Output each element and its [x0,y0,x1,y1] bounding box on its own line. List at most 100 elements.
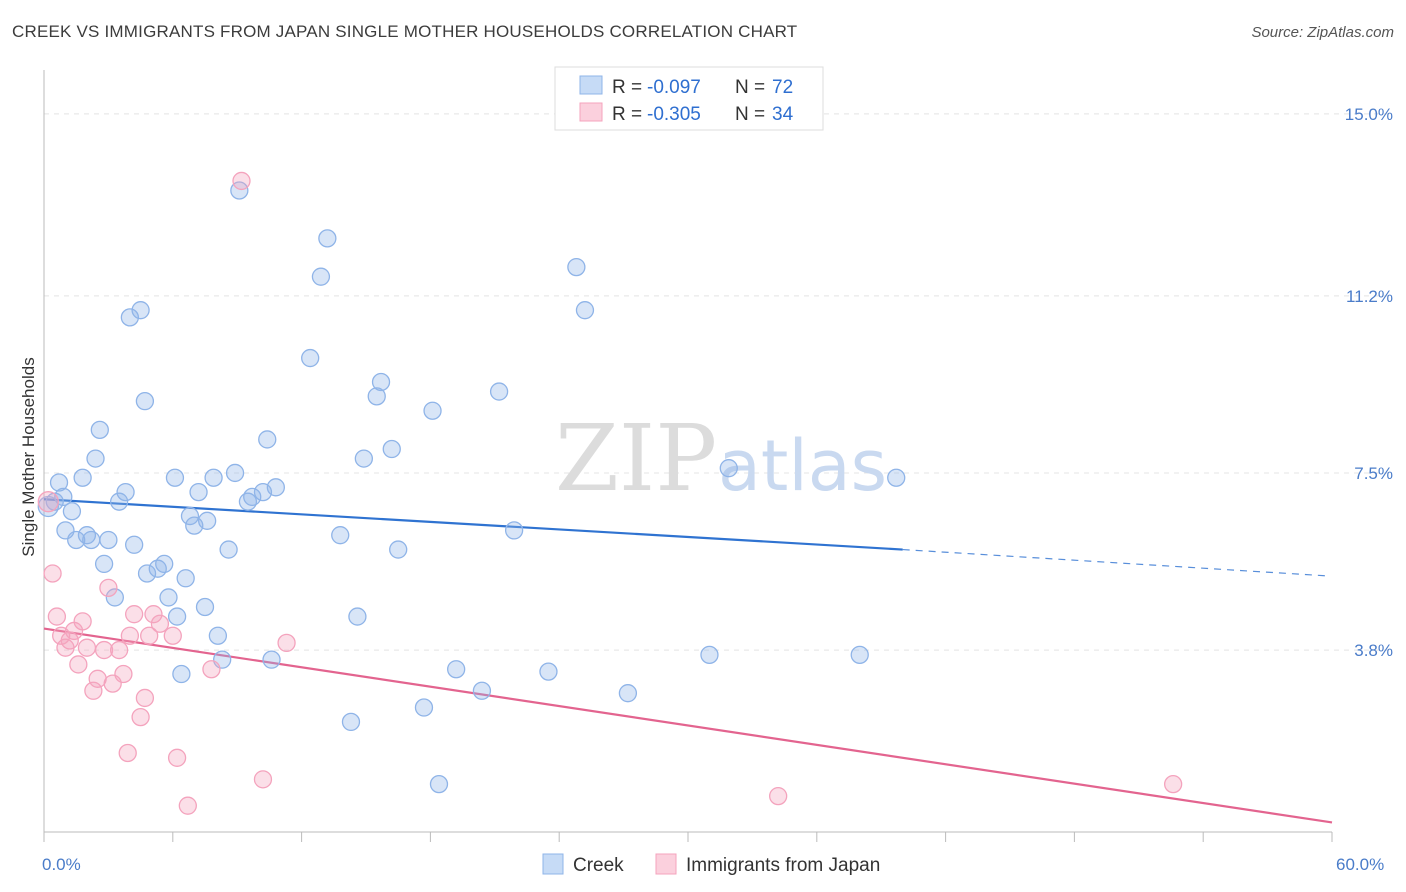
japan-point-33 [1163,774,1183,794]
creek-point-17 [120,308,140,327]
creek-point-19 [131,301,150,320]
japan-point-7 [69,655,88,674]
creek-point-23 [155,554,174,574]
japan-point-30 [253,770,273,789]
japan-point-18 [120,626,140,645]
creek-point-32 [195,597,215,617]
creek-point-45 [266,478,285,497]
creek-point-53 [367,387,386,406]
creek-point-14 [105,588,124,607]
creek-point-31 [189,482,208,502]
creek-point-21 [137,564,157,583]
legend-r-label-japan: R = [612,104,642,125]
creek-point-61 [472,681,492,700]
y-axis-title: Single Mother Households [19,357,38,556]
legend-n-label-japan: N = [735,104,765,125]
creek-point-48 [318,229,337,248]
bottom-legend-label-creek: Creek [573,855,624,876]
creek-point-12 [94,554,114,574]
creek-point-65 [567,257,586,277]
japan-point-20 [131,707,150,727]
creek-point-51 [348,607,367,626]
japan-point-8 [73,612,92,631]
creek-point-25 [165,468,185,487]
japan-point-2 [47,607,67,626]
creek-point-28 [176,569,195,588]
japan-point-17 [118,743,137,763]
x-tick-label-min: 0.0% [42,855,81,874]
japan-point-5 [60,631,79,650]
creek-point-20 [135,391,155,411]
japan-point-16 [114,664,133,684]
japan-point-26 [167,748,187,767]
creek-point-24 [159,588,178,607]
watermark: ZIP atlas [555,405,887,512]
japan-point-32 [769,786,788,806]
bottom-legend-label-japan: Immigrants from Japan [686,855,880,876]
x-tick-label-max: 60.0% [1336,855,1384,874]
legend-r-value-japan: -0.305 [647,104,701,125]
y-tick-label-2: 11.2% [1346,287,1393,306]
japan-point-28 [202,660,221,679]
creek-point-50 [341,712,361,732]
creek-point-18 [125,535,144,554]
creek-point-33 [197,511,217,530]
creek-point-47 [311,267,331,286]
japan-point-10 [84,681,103,700]
japan-point-0 [37,491,59,513]
japan-point-11 [88,669,107,688]
bottom-legend: Creek Immigrants from Japan [542,853,880,876]
y-tick-label-0: 3.8% [1354,641,1393,660]
watermark-zip: ZIP [555,405,717,512]
creek-point-43 [258,430,277,449]
creek-point-11 [90,420,109,440]
japan-point-15 [109,640,129,660]
japan-point-23 [144,605,163,624]
creek-point-26 [167,607,187,626]
creek-point-3 [54,487,73,507]
japan-point-1 [43,564,62,583]
creek-point-71 [887,468,906,487]
x-axis-ticks [43,832,1333,842]
creek-point-1 [45,492,64,511]
watermark-atlas: atlas [718,425,887,507]
y-tick-label-1: 7.5% [1354,464,1393,483]
creek-point-6 [67,530,86,550]
japan-point-25 [163,626,182,645]
legend-n-value-creek: 72 [772,77,793,98]
legend-n-value-japan: 34 [772,104,794,125]
data-points [37,171,1183,815]
creek-point-68 [700,645,719,665]
legend-n-label-creek: N = [735,77,765,98]
japan-point-19 [125,605,144,624]
creek-point-58 [423,401,442,420]
bottom-legend-swatch-creek [542,853,564,875]
japan-point-24 [150,614,170,633]
y-axis-tick-labels: 3.8% 7.5% 11.2% 15.0% [1345,105,1393,660]
trend-line-extension-0 [902,548,1328,577]
creek-point-5 [62,502,82,521]
x-axis-tick-labels: 0.0% 60.0% [42,855,1384,874]
legend-r-label-creek: R = [612,77,642,98]
japan-point-22 [140,626,159,645]
japan-point-27 [178,796,197,815]
creek-point-44 [262,650,281,669]
creek-point-27 [172,664,191,684]
creek-point-67 [618,684,638,703]
legend-swatch-japan [579,102,603,122]
creek-point-56 [389,540,408,559]
japan-point-12 [94,640,114,660]
creek-point-66 [575,301,595,320]
creek-point-49 [331,526,350,545]
creek-point-69 [719,459,738,478]
creek-point-7 [73,468,92,487]
creek-point-57 [414,698,434,717]
creek-point-54 [371,372,391,392]
creek-point-60 [447,660,466,679]
legend-swatch-creek [579,75,603,95]
creek-point-35 [208,626,228,645]
creek-point-29 [180,506,200,526]
chart-source: Source: ZipAtlas.com [1251,24,1394,41]
creek-point-46 [301,348,320,368]
